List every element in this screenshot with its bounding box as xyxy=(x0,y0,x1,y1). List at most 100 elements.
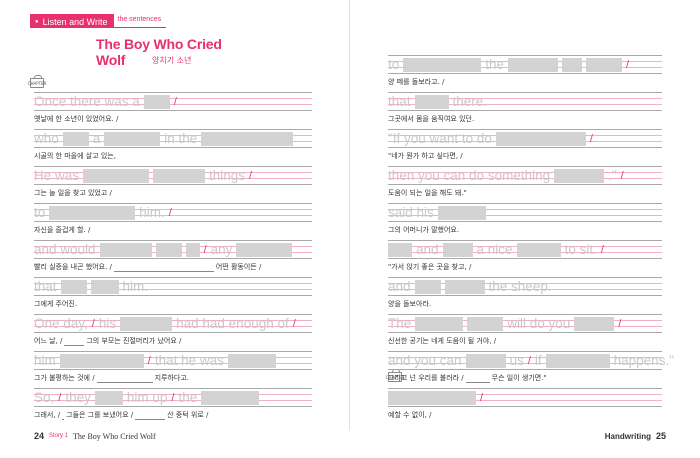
tracing-sentence: said his xyxy=(388,204,490,221)
handwriting-guide-lines xyxy=(34,203,312,222)
answer-blank[interactable] xyxy=(388,390,476,405)
trace-text: and xyxy=(416,242,439,257)
answer-blank[interactable] xyxy=(554,168,605,183)
writing-row: The will do you / 신선한 공기는 네게 도움이 될 거야, / xyxy=(388,314,662,348)
answer-blank[interactable] xyxy=(60,279,87,294)
answer-blank[interactable] xyxy=(59,353,144,368)
answer-blank[interactable] xyxy=(99,242,152,257)
korean-text: 예할 수 없이, / xyxy=(388,411,432,419)
answer-blank[interactable] xyxy=(120,316,173,331)
answer-blank[interactable] xyxy=(104,131,161,146)
answer-blank[interactable] xyxy=(143,94,170,109)
story-label: Story 1 xyxy=(49,433,69,439)
korean-translation: 그의 어머니가 말했어요. xyxy=(388,225,459,235)
tracing-sentence: to the / xyxy=(388,56,633,73)
korean-translation: "가서 앉기 좋은 곳을 찾고, / xyxy=(388,262,471,272)
tracing-sentence: / xyxy=(388,389,487,406)
answer-blank[interactable] xyxy=(90,279,119,294)
answer-blank[interactable] xyxy=(495,131,586,146)
answer-blank[interactable] xyxy=(414,94,449,109)
tracing-sentence: and a nice to sit. / xyxy=(388,241,608,258)
trace-text: He was xyxy=(34,168,80,183)
answer-blank[interactable] xyxy=(415,316,464,331)
korean-translation: 예할 수 없이, / xyxy=(388,410,431,420)
bullet-icon: ● xyxy=(35,18,39,25)
answer-blank[interactable] xyxy=(49,205,136,220)
korean-translation: 신선한 공기는 네게 도움이 될 거야, / xyxy=(388,336,496,346)
left-page: ● Listen and Write the sentences The Boy… xyxy=(27,14,312,441)
chunk-divider-slash: / xyxy=(618,317,622,330)
korean-spacer-line xyxy=(135,412,166,420)
answer-blank[interactable] xyxy=(444,279,485,294)
answer-blank[interactable] xyxy=(545,353,610,368)
trace-text: and would xyxy=(34,242,96,257)
chunk-divider-slash: / xyxy=(620,169,624,182)
korean-text: 그의 어머니가 말했어요. xyxy=(388,226,460,234)
right-page: CHAPTER to the / 양 떼를 돌보라고. / that there. 그곳에서… xyxy=(350,0,700,458)
korean-translation: 양 떼를 돌보라고. / xyxy=(388,77,444,87)
handwriting-guide-lines xyxy=(388,314,662,333)
answer-blank[interactable] xyxy=(467,316,504,331)
answer-blank[interactable] xyxy=(442,242,473,257)
answer-blank[interactable] xyxy=(94,390,123,405)
answer-blank[interactable] xyxy=(574,316,615,331)
trace-text: him xyxy=(34,353,56,368)
korean-text: 그가 불평하는 것에 / xyxy=(34,374,95,382)
chunk-divider-slash: / xyxy=(147,354,151,367)
answer-blank[interactable] xyxy=(153,168,206,183)
handwriting-guide-lines xyxy=(34,277,312,296)
handwriting-guide-lines xyxy=(388,277,662,296)
korean-translation: "네가 뭔가 하고 싶다면, / xyxy=(388,151,463,161)
writing-row: then you can do something ." / 도움이 되는 일을 해도… xyxy=(388,166,662,200)
writing-row: to the / 양 떼를 돌보라고. / xyxy=(388,55,662,89)
korean-translation: 옛날에 한 소년이 있었어요. / xyxy=(34,114,118,124)
answer-blank[interactable] xyxy=(388,242,412,257)
tracing-sentence: that him. xyxy=(34,278,152,295)
korean-translation: 도움이 되는 일을 해도 돼." xyxy=(388,188,467,198)
chunk-divider-slash: / xyxy=(626,58,630,71)
answer-blank[interactable] xyxy=(586,57,623,72)
korean-translation: 빨리 실증을 내곤 했어요. / 어떤 활동이든 / xyxy=(34,262,261,272)
answer-blank[interactable] xyxy=(437,205,486,220)
trace-text: the sheep. xyxy=(488,279,552,294)
trace-text: So, xyxy=(34,390,55,405)
answer-blank[interactable] xyxy=(465,353,506,368)
trace-text: a xyxy=(92,131,101,146)
chunk-divider-slash: / xyxy=(58,391,62,404)
story-subtitle-korean: 양치기 소년 xyxy=(152,56,192,65)
korean-translation: 그는 늘 일을 찾고 있었고 / xyxy=(34,188,112,198)
trace-text: him up xyxy=(126,390,168,405)
answer-blank[interactable] xyxy=(516,242,561,257)
handwriting-guide-lines xyxy=(388,92,662,111)
answer-blank[interactable] xyxy=(403,57,482,72)
answer-blank[interactable] xyxy=(201,131,294,146)
answer-blank[interactable] xyxy=(562,57,583,72)
trace-text: if xyxy=(534,353,542,368)
answer-blank[interactable] xyxy=(62,131,89,146)
answer-blank[interactable] xyxy=(236,242,293,257)
trace-text: things xyxy=(209,168,246,183)
answer-blank[interactable] xyxy=(508,57,559,72)
trace-text: and you can xyxy=(388,353,462,368)
korean-translation: 자신을 즐겁게 할. / xyxy=(34,225,90,235)
trace-text: ." xyxy=(608,168,617,183)
korean-translation: 양을 돌보아라. xyxy=(388,299,431,309)
answer-blank[interactable] xyxy=(201,390,260,405)
korean-text: 양 떼를 돌보라고. / xyxy=(388,78,445,86)
korean-text: 신선한 공기는 네게 도움이 될 거야, / xyxy=(388,337,497,345)
tracing-sentence: and you can us / if happens." xyxy=(388,352,678,369)
answer-blank[interactable] xyxy=(414,279,441,294)
writing-row: and would / any 빨리 실증을 내곤 했어요. / 어떤 활동이든 / xyxy=(34,240,312,274)
answer-blank[interactable] xyxy=(83,168,150,183)
footer-left: 24 Story 1 The Boy Who Cried Wolf xyxy=(34,431,156,441)
chunk-divider-slash: / xyxy=(173,95,177,108)
trace-text: The xyxy=(388,316,412,331)
answer-blank[interactable] xyxy=(155,242,182,257)
korean-text: 산 중턱 위로 / xyxy=(167,411,209,419)
korean-spacer-line xyxy=(64,338,85,346)
chunk-divider-slash: / xyxy=(171,391,175,404)
trace-text: to xyxy=(34,205,46,220)
answer-blank[interactable] xyxy=(185,242,200,257)
handwriting-guide-lines xyxy=(388,203,662,222)
answer-blank[interactable] xyxy=(227,353,276,368)
